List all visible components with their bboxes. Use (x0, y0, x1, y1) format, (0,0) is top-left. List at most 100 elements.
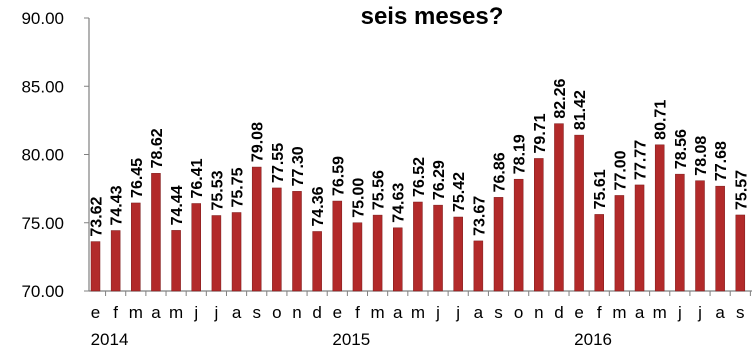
bar (654, 144, 665, 292)
data-label: 81.42 (572, 90, 589, 130)
data-label: 77.00 (612, 150, 629, 190)
bar (393, 227, 403, 292)
x-tick-label: j (214, 303, 219, 322)
data-label: 75.75 (230, 167, 247, 207)
bar (715, 185, 725, 292)
bar (292, 191, 302, 292)
y-tick-label: 80.00 (21, 146, 64, 165)
data-label: 74.43 (109, 185, 126, 225)
x-tick-label: s (494, 303, 503, 322)
bar (453, 216, 463, 292)
data-label: 75.61 (592, 169, 609, 209)
x-tick-label: m (612, 303, 626, 322)
data-label: 76.59 (330, 156, 347, 196)
data-label: 77.77 (633, 140, 650, 180)
chart-title: seis meses? (361, 3, 504, 30)
data-label: 74.36 (310, 186, 327, 226)
x-tick-label: a (474, 303, 484, 322)
x-tick-label: j (435, 303, 440, 322)
data-label: 73.62 (89, 196, 106, 236)
bar (574, 134, 584, 292)
data-label: 79.08 (250, 122, 267, 162)
data-label: 77.55 (270, 143, 287, 183)
bar (131, 202, 141, 292)
x-tick-label: m (169, 303, 183, 322)
data-label: 76.41 (189, 158, 206, 198)
bar (473, 240, 484, 292)
x-tick-label: f (355, 303, 360, 322)
bar (312, 231, 322, 292)
year-label: 2016 (574, 330, 612, 349)
bar (352, 222, 363, 292)
y-axis-ticks: 70.00 75.00 80.00 85.00 90.00 (21, 9, 89, 301)
x-tick-label: a (635, 303, 645, 322)
y-tick-label: 70.00 (21, 282, 64, 301)
data-label: 78.08 (693, 136, 710, 176)
bar (554, 123, 564, 292)
bar (251, 166, 262, 292)
x-tick-label: s (736, 303, 745, 322)
x-tick-label: m (129, 303, 143, 322)
bar (272, 187, 282, 292)
bar-series (90, 123, 746, 292)
bar (231, 212, 242, 292)
x-tick-label: j (697, 303, 702, 322)
data-label: 79.71 (532, 113, 549, 153)
bar (191, 203, 201, 292)
bar (513, 178, 524, 292)
bar (171, 230, 181, 292)
bar (433, 204, 443, 292)
x-tick-label: j (677, 303, 682, 322)
x-tick-label: j (193, 303, 198, 322)
x-tick-label: m (653, 303, 667, 322)
bar (493, 197, 504, 292)
x-tick-label: m (371, 303, 385, 322)
bar (90, 241, 101, 292)
x-tick-label: n (292, 303, 301, 322)
bar (534, 158, 544, 292)
data-label: 76.52 (411, 157, 428, 197)
data-label: 75.00 (350, 178, 367, 218)
data-label: 75.53 (209, 170, 226, 210)
x-tick-label: d (312, 303, 321, 322)
bar (634, 184, 645, 292)
bar (151, 173, 161, 292)
bar (735, 214, 746, 292)
bar (614, 195, 625, 292)
data-label: 78.62 (149, 128, 166, 168)
x-tick-label: e (333, 303, 342, 322)
x-tick-label: s (252, 303, 261, 322)
x-tick-label: e (574, 303, 583, 322)
x-tick-label: a (232, 303, 242, 322)
bar (110, 230, 121, 292)
data-label: 78.19 (512, 134, 529, 174)
data-label: 76.86 (492, 152, 509, 192)
x-tick-label: o (514, 303, 523, 322)
data-label: 73.67 (471, 196, 488, 236)
data-label: 74.44 (169, 185, 186, 225)
data-label: 74.63 (391, 183, 408, 223)
x-tick-label: a (715, 303, 725, 322)
data-label: 77.68 (713, 141, 730, 181)
bar (413, 201, 423, 292)
x-axis-ticks: efmamjjasondefmamjjasondefmamjjaso (91, 291, 751, 322)
bar (675, 173, 685, 292)
x-tick-label: a (151, 303, 161, 322)
data-label: 75.42 (451, 172, 468, 212)
x-tick-label: f (113, 303, 118, 322)
data-label: 82.26 (552, 79, 569, 119)
x-tick-label: d (554, 303, 563, 322)
bar (594, 214, 604, 292)
data-label: 76.29 (431, 160, 448, 200)
x-tick-label: j (455, 303, 460, 322)
y-tick-label: 90.00 (21, 9, 64, 28)
year-labels: 2014 2015 2016 (91, 330, 612, 349)
bar (372, 214, 383, 292)
x-tick-label: f (597, 303, 602, 322)
x-tick-label: o (272, 303, 281, 322)
x-tick-label: m (411, 303, 425, 322)
data-label: 75.57 (733, 170, 750, 210)
year-label: 2014 (91, 330, 129, 349)
